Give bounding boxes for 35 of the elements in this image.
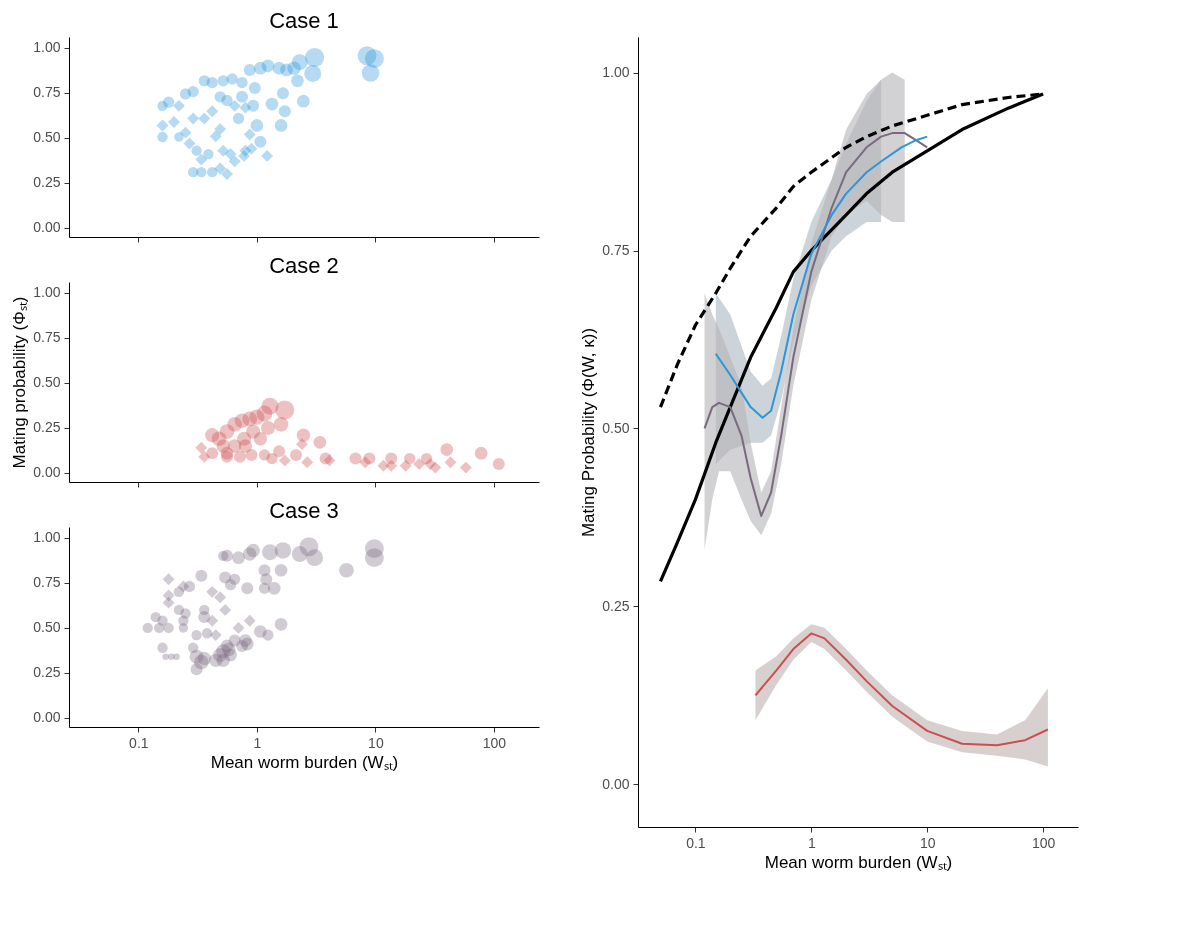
y-tick-label: 1.00 [33,39,61,56]
y-tick-label: 0.00 [33,219,61,236]
x-tick-label: 1 [253,734,262,751]
y-tick-label: 0.25 [33,174,61,191]
x-tick-label: 0.1 [686,834,706,851]
y-tick-label: 0.50 [33,374,61,391]
y-tick-label: 0.75 [33,329,61,346]
x-tick-label: 0.1 [129,734,149,751]
y-tick-label: 0.75 [33,84,61,101]
x-tick-label: 10 [919,834,936,851]
chart-title: Case 2 [269,253,339,278]
x-tick-label: 1 [807,834,816,851]
chart-title: Case 1 [269,8,339,33]
y-tick-label: 0.50 [33,619,61,636]
y-tick-label: 0.25 [602,597,630,614]
y-tick-label: 1.00 [602,64,630,81]
y-tick-label: 0.75 [33,574,61,591]
y-tick-label: 0.75 [602,242,630,259]
y-tick-label: 0.25 [33,664,61,681]
x-axis-title: Mean worm burden (Wₛₜ) [764,852,953,872]
x-tick-label: 10 [368,734,384,751]
y-tick-label: 0.00 [33,709,61,726]
y-tick-label: 0.50 [33,129,61,146]
x-axis-title: Mean worm burden (Wₛₜ) [210,752,399,772]
y-tick-label: 0.50 [602,419,630,436]
y-tick-label: 0.00 [602,775,630,792]
y-tick-label: 0.25 [33,419,61,436]
y-axis-title: Mating probability (Φₛₜ) [10,296,30,469]
y-tick-label: 0.00 [33,464,61,481]
chart-title: Case 3 [269,498,339,523]
x-tick-label: 100 [1031,834,1056,851]
y-tick-label: 1.00 [33,284,61,301]
y-tick-label: 1.00 [33,529,61,546]
y-axis-title: Mating Probability (Φ(W, κ)) [579,327,599,538]
x-tick-label: 100 [482,734,507,751]
